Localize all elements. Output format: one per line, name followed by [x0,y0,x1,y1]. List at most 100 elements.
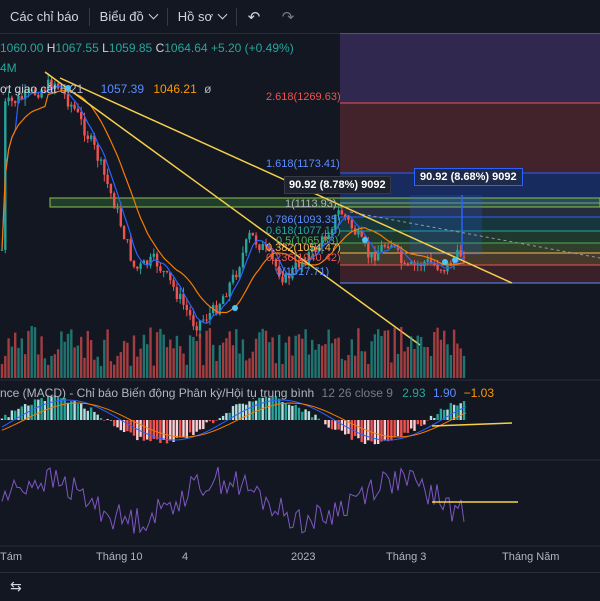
macd-histogram-bar [318,419,320,420]
macd-histogram-bar [212,420,214,423]
volume-bar [291,356,293,378]
candle-body [139,263,141,268]
macd-histogram-bar [31,405,33,420]
volume-bar [443,331,445,378]
candle-body [136,267,138,269]
candle-body [354,228,356,234]
candle-body [460,250,462,257]
candle-body [248,233,250,239]
volume-bar [172,348,174,378]
volume-bar [380,336,382,378]
volume-bar [262,329,264,378]
macd-histogram-bar [176,420,178,438]
volume-bar [103,340,105,378]
volume-bar [344,360,346,378]
macd-histogram-bar [281,402,283,420]
candle-body [436,265,438,270]
time-tick: Tám [0,551,22,563]
low-value: 1059.85 [109,41,152,55]
ma-cross-legend[interactable]: ợt giao cắt 5.21 1057.39 1046.21 ø [0,82,211,96]
macd-histogram-bar [146,420,148,440]
macd-legend[interactable]: nce (MACD) - Chỉ báo Biến động Phân kỳ/H… [0,386,494,400]
macd-histogram-bar [235,404,237,420]
timezone-icon[interactable]: ⇆ [10,578,22,595]
candle-body [153,254,155,257]
candle-body [370,252,372,258]
macd-histogram-bar [100,418,102,420]
candle-body [80,112,82,119]
redo-button[interactable]: ↷ [271,0,305,33]
macd-value-hist: 2.93 [402,386,425,400]
volume-bar [77,346,79,378]
macd-histogram-bar [420,420,422,426]
volume-bar [176,336,178,378]
volume-bar [456,343,458,378]
macd-histogram-bar [196,420,198,432]
volume-bar [436,328,438,378]
rsi-line [2,467,464,533]
candle-body [70,105,72,107]
volume-bar [367,364,369,378]
volume-bar [281,364,283,378]
chart-type-button[interactable]: Biểu đồ [90,0,167,33]
volume-bar [149,327,151,378]
candle-body [417,264,419,265]
cross-marker [362,237,368,243]
volume-bar [271,337,273,378]
profile-button[interactable]: Hồ sơ [168,0,236,33]
undo-button[interactable]: ↶ [237,0,271,33]
macd-histogram-bar [1,419,3,420]
fib-level-1618: 1.618(1173.41) [266,158,340,170]
volume-bar [301,339,303,378]
macd-histogram-bar [361,420,363,442]
volume-bar [73,347,75,378]
volume-bar [166,347,168,378]
volume-bar [252,352,254,378]
volume-bar [182,354,184,378]
ma-value-3: 1046.21 [153,82,196,96]
candle-body [199,320,201,330]
candle-body [252,233,254,236]
candle-body [67,94,69,106]
candle-body [258,244,260,250]
volume-bar [334,339,336,378]
macd-histogram-bar [202,420,204,429]
candle-body [113,193,115,208]
macd-histogram-bar [403,420,405,433]
volume-bar [304,329,306,378]
volume-bar [225,338,227,378]
macd-histogram-bar [159,420,161,443]
volume-bar [453,330,455,378]
candle-body [205,320,207,321]
volume-bar [308,355,310,378]
volume-bar [110,361,112,378]
volume-bar [463,356,465,378]
macd-histogram-bar [182,420,184,437]
volume-bar [324,344,326,378]
macd-histogram-bar [436,414,438,420]
volume-bar [212,345,214,378]
volume-bar [133,335,135,378]
volume-bar [196,341,198,378]
volume-bar [427,347,429,378]
macd-histogram-bar [450,403,452,420]
indicators-button[interactable]: Các chỉ báo [0,0,89,33]
volume-bar [106,329,108,378]
macd-histogram-bar [139,420,141,437]
macd-histogram-bar [64,398,66,420]
candle-body [7,98,9,102]
volume-bar [341,359,343,378]
macd-histogram-bar [90,407,92,420]
volume-bar [440,340,442,378]
macd-histogram-bar [400,420,402,437]
fib-zone-red [340,103,600,173]
volume-bar [93,360,95,378]
volume-bar [410,336,412,378]
volume-bar [255,339,257,378]
price-chart[interactable] [0,33,600,572]
volume-bar [159,329,161,378]
volume-bar [351,339,353,378]
undo-icon: ↶ [248,8,261,26]
volume-bar [407,347,409,378]
hide-icon[interactable]: ø [204,82,211,96]
